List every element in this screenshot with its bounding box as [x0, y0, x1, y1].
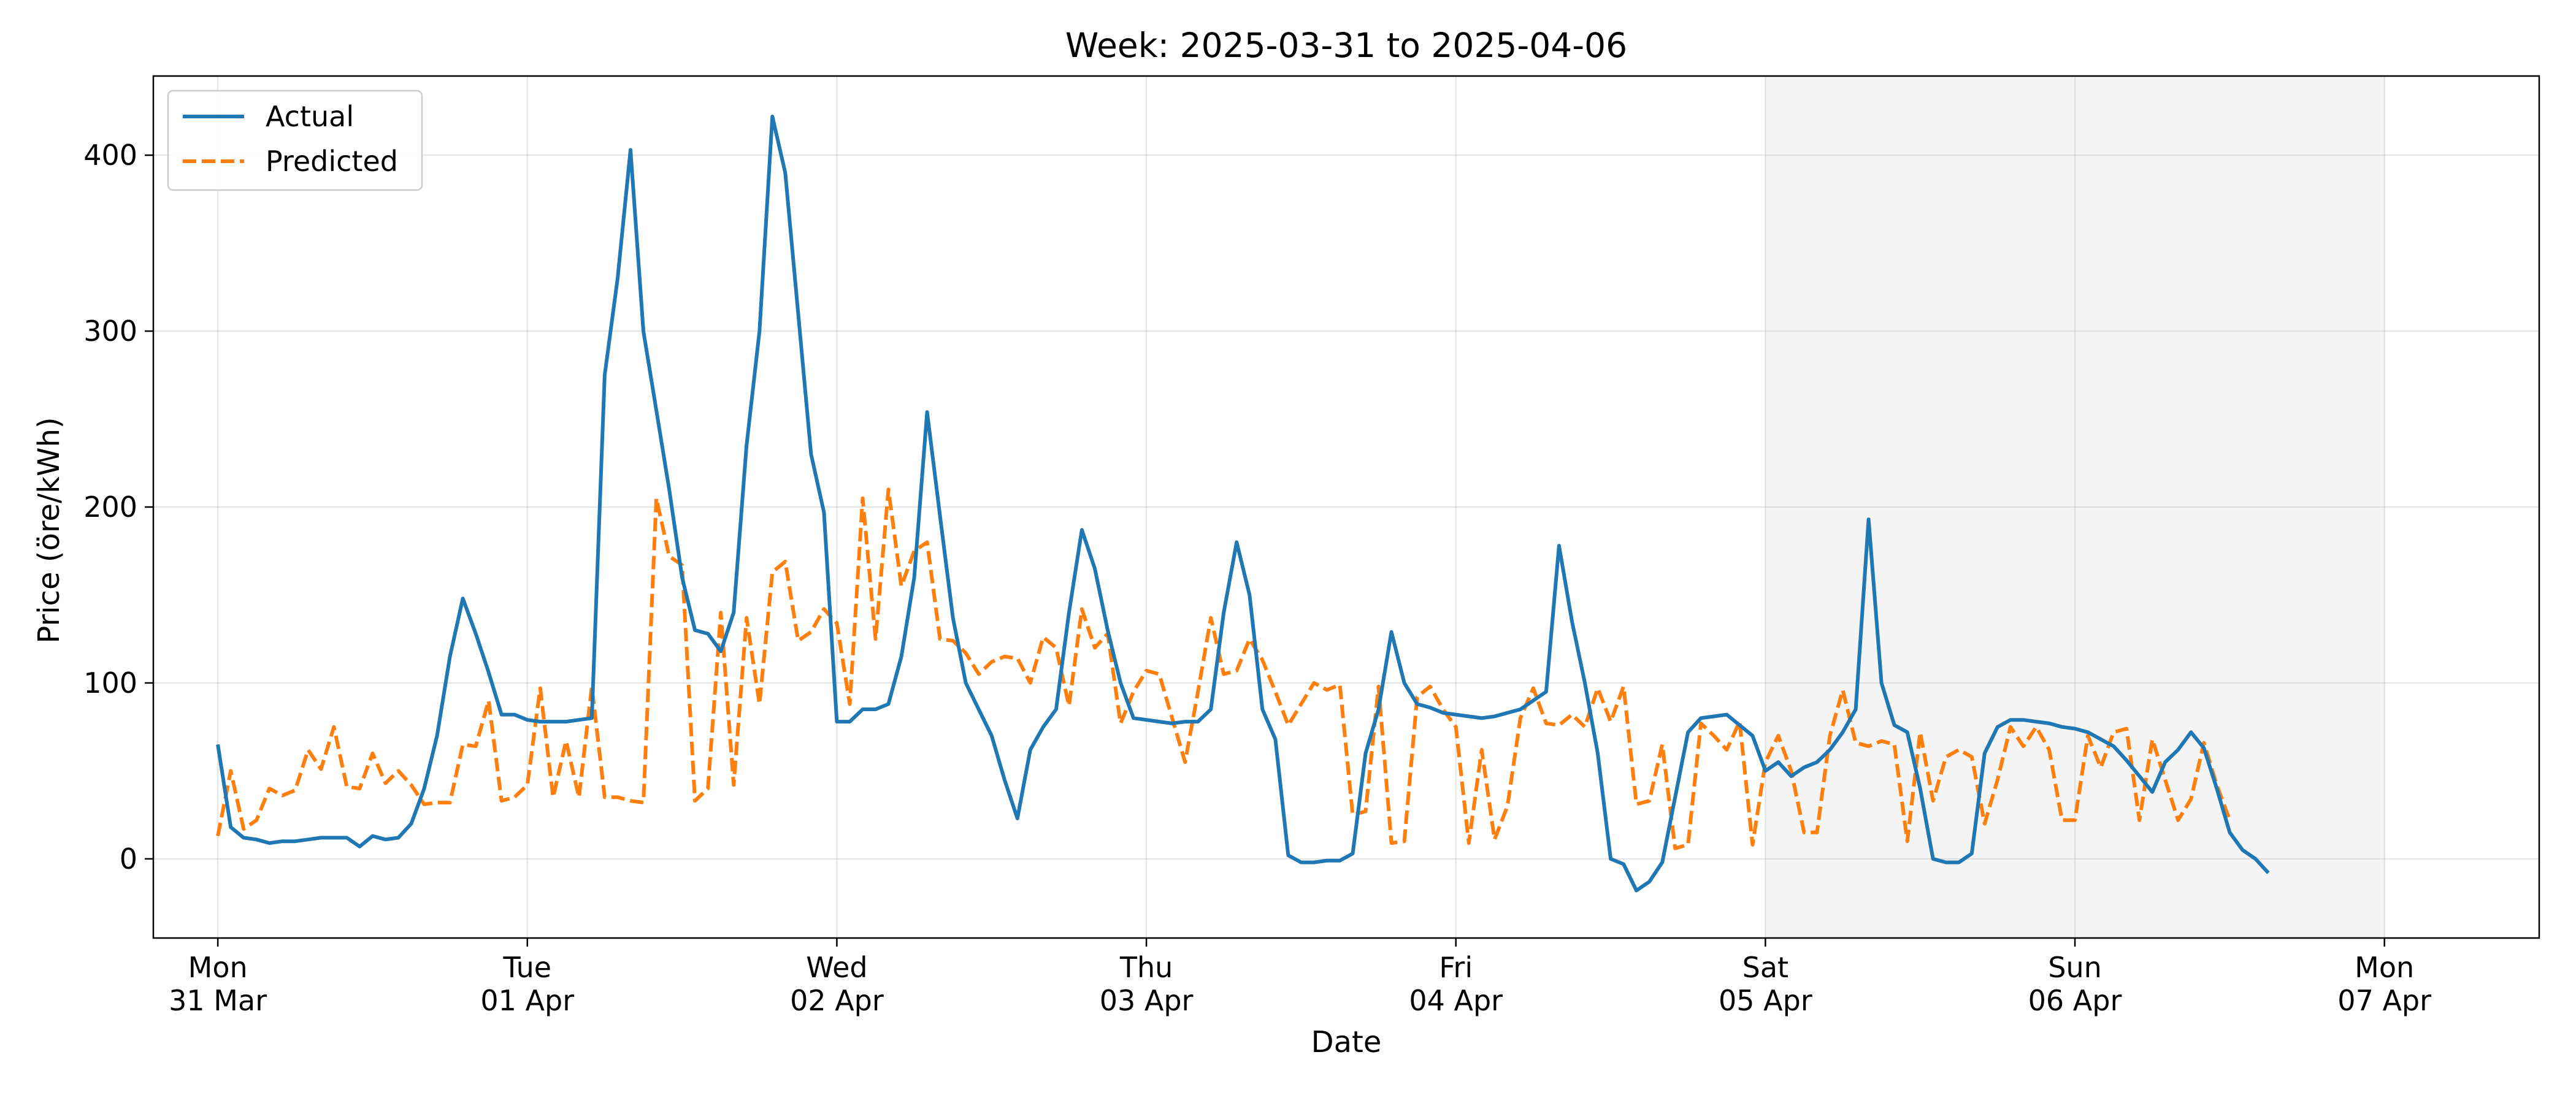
x-tick-date: 07 Apr: [2337, 984, 2431, 1017]
y-tick-label: 300: [83, 315, 137, 348]
x-tick-date: 04 Apr: [1409, 984, 1503, 1017]
x-tick-date: 05 Apr: [1719, 984, 1812, 1017]
x-axis-label: Date: [1311, 1025, 1382, 1059]
x-tick-date: 03 Apr: [1100, 984, 1194, 1017]
x-tick-date: 06 Apr: [2028, 984, 2122, 1017]
x-tick-day: Mon: [188, 951, 248, 984]
x-tick-date: 31 Mar: [169, 984, 267, 1017]
x-tick-day: Mon: [2355, 951, 2414, 984]
grid: [153, 76, 2539, 938]
series-line-predicted: [216, 487, 2232, 850]
x-tick-day: Fri: [1439, 951, 1473, 984]
x-tick-day: Thu: [1119, 951, 1173, 984]
x-tick-date: 02 Apr: [790, 984, 884, 1017]
x-tick-day: Sat: [1742, 951, 1788, 984]
y-axis-ticks: 0 100 200 300 400: [83, 139, 153, 875]
x-tick-date: 01 Apr: [480, 984, 574, 1017]
y-tick-label: 0: [120, 842, 137, 875]
x-tick-day: Sun: [2048, 951, 2102, 984]
chart-title: Week: 2025-03-31 to 2025-04-06: [1065, 26, 1627, 65]
weekend-shade: [1765, 76, 2385, 938]
y-tick-label: 400: [83, 139, 137, 172]
y-tick-label: 100: [83, 666, 137, 700]
x-tick-day: Tue: [502, 951, 551, 984]
y-axis-label: Price (öre/kWh): [32, 417, 66, 643]
series-lines: [216, 115, 2270, 893]
weekend-shading: [1765, 76, 2385, 938]
x-tick-day: Wed: [806, 951, 867, 984]
legend-label-actual: Actual: [266, 100, 354, 133]
legend: Actual Predicted: [167, 90, 423, 191]
legend-label-predicted: Predicted: [266, 145, 398, 178]
series-line-actual: [216, 115, 2270, 893]
y-tick-label: 200: [83, 490, 137, 524]
